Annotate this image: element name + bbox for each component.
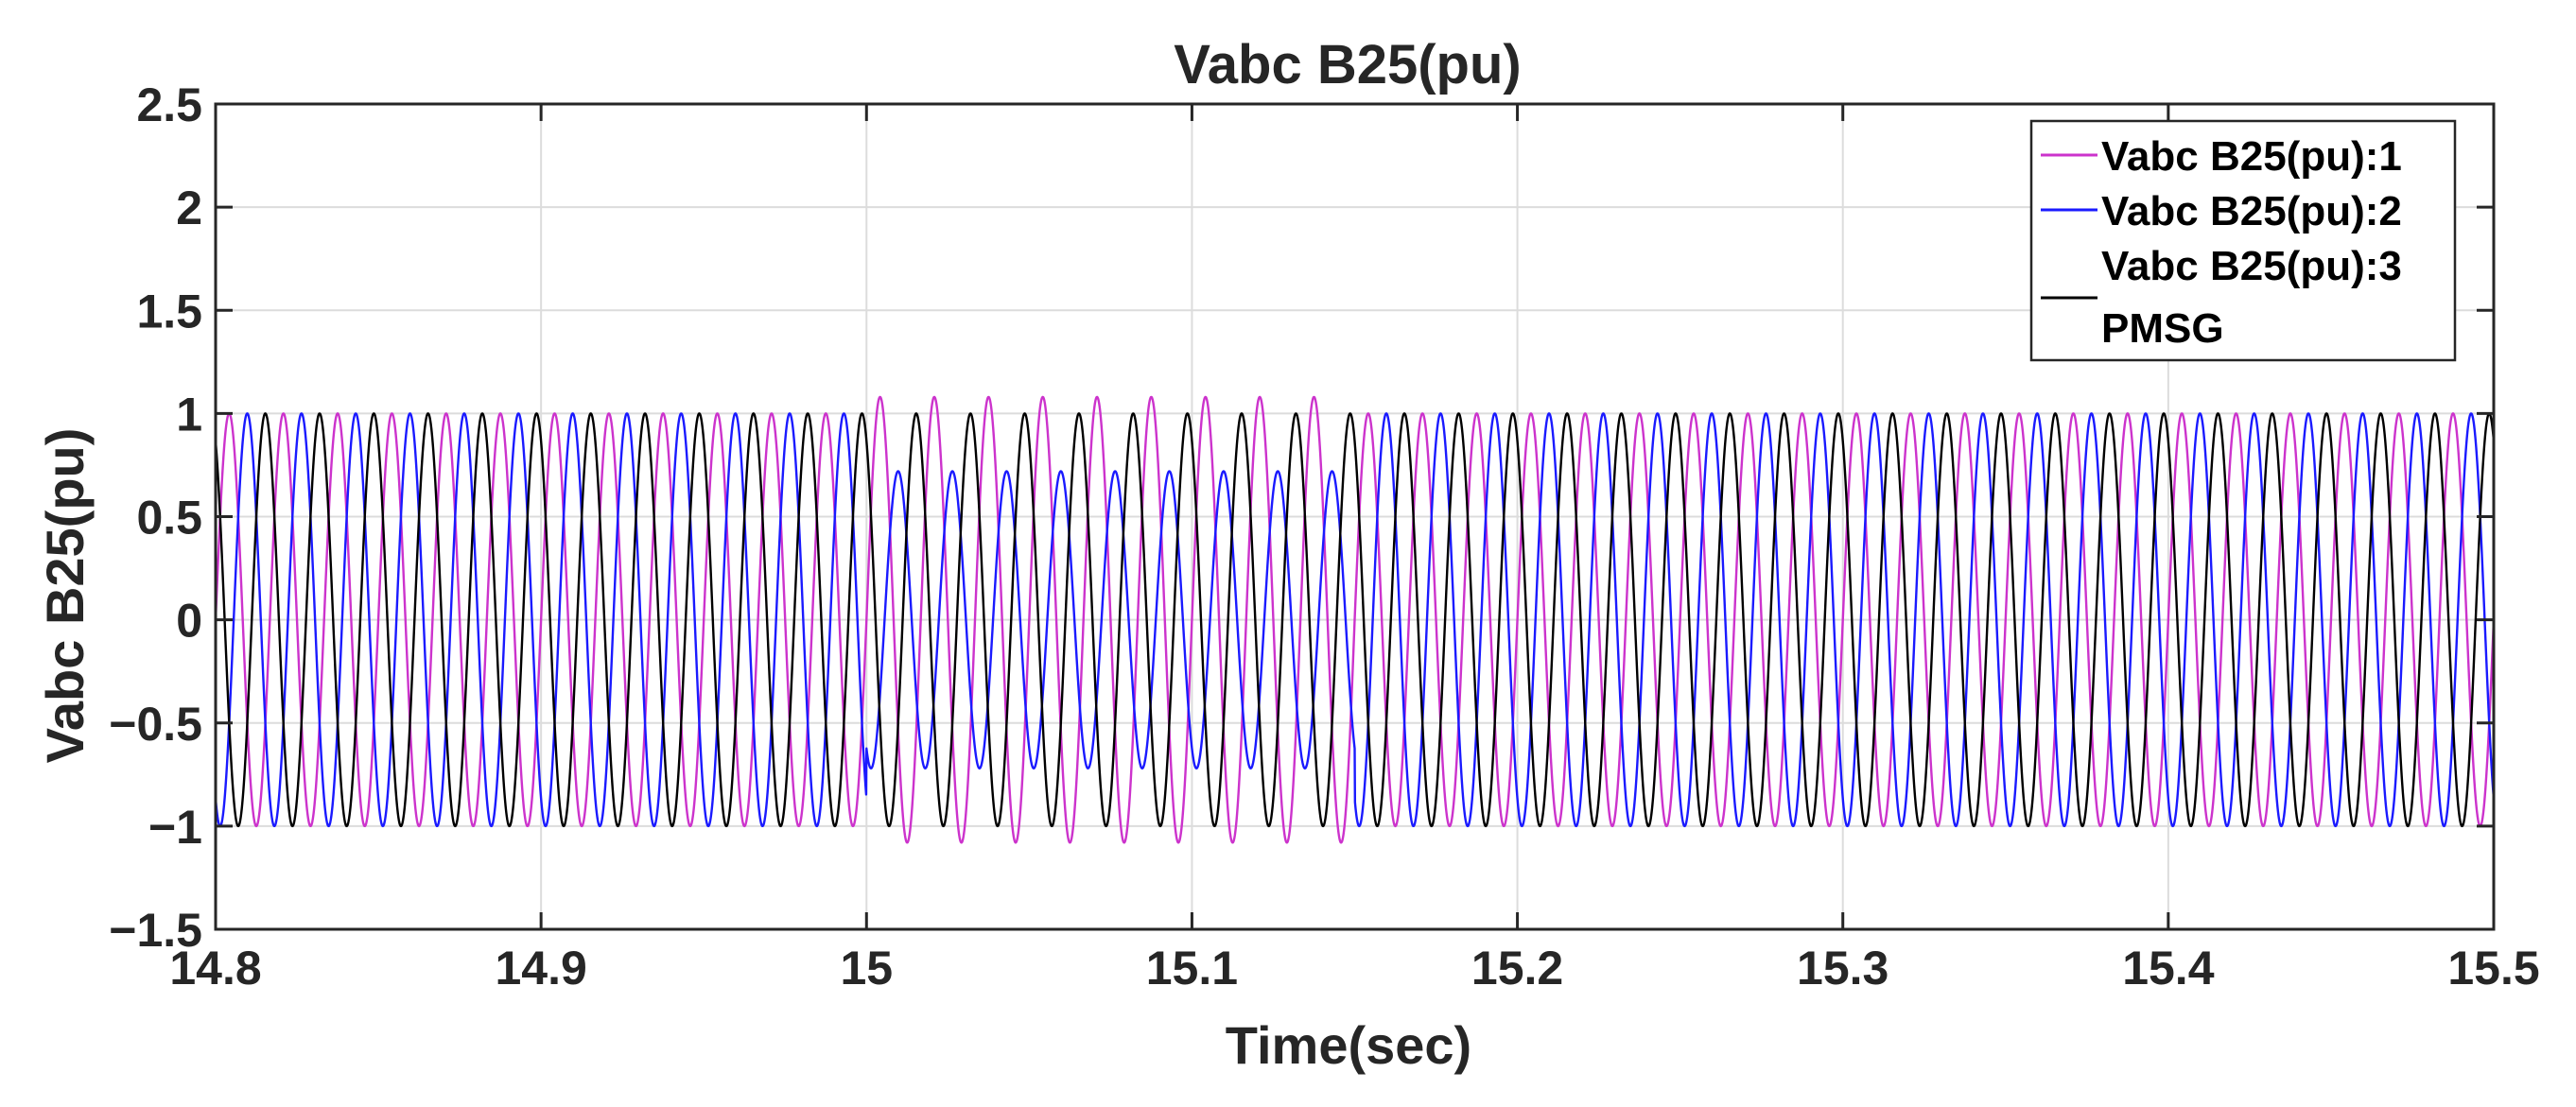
y-tick-label: 0.5 [136,492,202,545]
x-axis-label: Time(sec) [1226,1015,1471,1075]
y-tick-label: −0.5 [109,698,202,751]
legend-box [2029,119,2457,362]
y-axis-label: Vabc B25(pu) [35,428,95,764]
legend: Vabc B25(pu):1 Vabc B25(pu):2 Vabc B25(p… [2029,119,2457,362]
y-tick-label: 2 [176,182,202,234]
series-line-1 [214,395,2496,844]
y-tick-label: −1.5 [109,904,202,957]
legend-label-4: PMSG [2101,305,2224,352]
x-tick-label: 15.5 [2447,942,2539,995]
y-tick-label: 1 [176,388,202,441]
axes-layer [214,102,2496,931]
series-line-2 [214,412,2496,828]
x-tick-label: 14.8 [169,942,261,995]
x-tick-label: 15.1 [1146,942,1238,995]
x-tick-label: 14.9 [495,942,586,995]
y-tick-label: 0 [176,595,202,648]
y-tick-label: 2.5 [136,78,202,131]
legend-label-2: Vabc B25(pu):2 [2101,188,2402,234]
y-tick-labels: −1.5 −1 −0.5 0 0.5 1 1.5 2 2.5 [109,78,202,957]
x-tick-label: 15.3 [1797,942,1888,995]
x-tick-label: 15.4 [2122,942,2215,995]
legend-label-1: Vabc B25(pu):1 [2101,133,2402,180]
x-tick-label: 15.2 [1471,942,1563,995]
plot-frame [214,102,2496,931]
x-tick-label: 15 [840,942,893,995]
series-line-3 [214,412,2496,828]
y-tick-label: −1 [148,801,202,854]
chart-title: Vabc B25(pu) [1174,34,1521,95]
x-tick-labels: 14.8 14.9 15 15.1 15.2 15.3 15.4 15.5 [169,942,2539,995]
y-tick-label: 1.5 [136,285,202,337]
legend-label-3: Vabc B25(pu):3 [2101,243,2402,289]
trace-layer [214,395,2496,844]
